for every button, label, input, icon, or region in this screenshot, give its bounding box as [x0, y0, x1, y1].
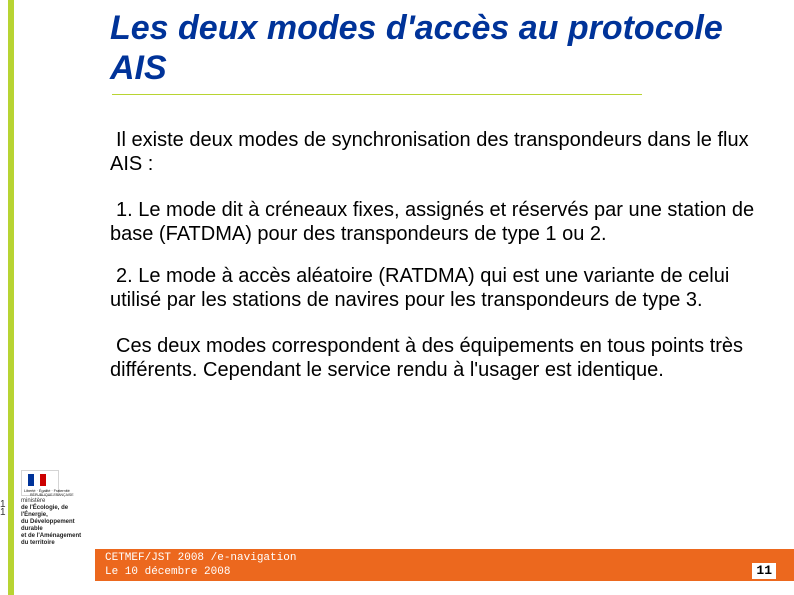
ministry-l2: de l'Écologie, de l'Énergie, — [21, 505, 68, 518]
stripe-green — [8, 0, 14, 595]
ministry-text: ministère de l'Écologie, de l'Énergie, d… — [21, 498, 90, 547]
ministry-l3: du Développement durable — [21, 519, 75, 532]
flag-block: Liberté · Égalité · Fraternité RÉPUBLIQU… — [21, 470, 59, 496]
flag-icon — [28, 474, 46, 486]
paragraph-conclusion: Ces deux modes correspondent à des équip… — [110, 334, 764, 382]
body-text: Il existe deux modes de synchronisation … — [110, 128, 764, 400]
side-page-d2: 1 — [0, 508, 6, 518]
slide-title: Les deux modes d'accès au protocole AIS — [110, 8, 764, 88]
slide: { "title": "Les deux modes d'accès au pr… — [0, 0, 794, 595]
footer-bar: CETMEF/JST 2008 /e-navigation Le 10 déce… — [95, 549, 794, 581]
footer-line1: CETMEF/JST 2008 /e-navigation — [105, 551, 784, 565]
paragraph-mode1: 1. Le mode dit à créneaux fixes, assigné… — [110, 198, 764, 246]
title-underline — [112, 94, 642, 95]
ministry-l4: et de l'Aménagement — [21, 533, 81, 539]
paragraph-mode2: 2. Le mode à accès aléatoire (RATDMA) qu… — [110, 264, 764, 312]
flag-caption-sub: RÉPUBLIQUE FRANÇAISE — [30, 492, 74, 499]
paragraph-intro: Il existe deux modes de synchronisation … — [110, 128, 764, 176]
ministry-l5: du territoire — [21, 540, 55, 546]
side-page-number: 1 1 — [0, 500, 6, 518]
logo-area: Liberté · Égalité · Fraternité RÉPUBLIQU… — [15, 470, 90, 547]
footer-line2: Le 10 décembre 2008 — [105, 565, 784, 579]
page-number: 11 — [752, 563, 776, 579]
